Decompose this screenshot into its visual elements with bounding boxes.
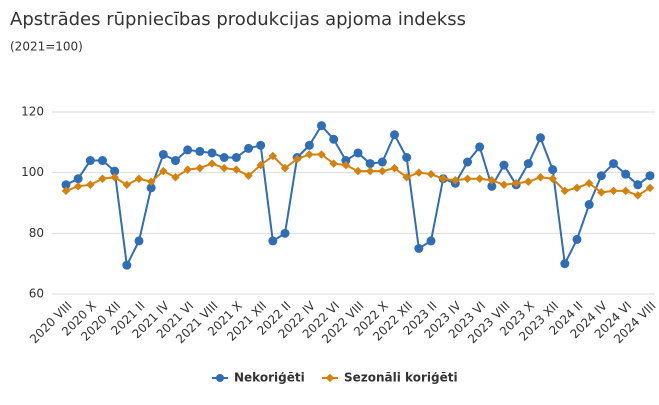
data-point [195,163,205,173]
data-point [572,183,582,193]
data-point [305,150,314,159]
data-point [378,166,387,176]
data-point [317,121,326,131]
data-point [146,183,156,193]
legend-marker [216,374,224,382]
data-point [231,153,241,162]
data-point [183,165,192,174]
data-point [268,236,278,246]
data-point [377,157,387,167]
data-point [353,148,363,158]
data-point [134,236,144,246]
data-point [122,260,132,270]
data-point [621,186,630,196]
data-point [499,180,509,190]
data-point [159,166,168,176]
data-point [365,159,375,169]
legend-marker [325,373,335,383]
data-point [475,174,484,183]
data-point [280,163,290,173]
data-point [146,177,156,187]
data-point [98,156,107,166]
data-point [292,154,302,164]
data-point [244,143,253,153]
data-point [523,159,533,169]
data-point [98,174,107,183]
data-point [341,160,351,170]
data-point [365,166,375,176]
data-point [572,234,582,244]
data-point [219,163,229,173]
chart-title: Apstrādes rūpniecības produkcijas apjoma… [10,9,466,30]
data-point [256,140,266,150]
data-point [73,182,83,191]
data-point [402,153,412,162]
data-point [536,172,545,182]
data-point [487,176,497,185]
chart-subtitle: (2021=100) [10,40,83,54]
data-point [560,259,570,269]
data-point [329,134,339,144]
data-point [414,244,424,253]
y-tick-label: 80 [29,226,44,240]
data-point [536,133,545,143]
data-point [280,228,290,238]
data-point [584,200,594,210]
legend-label: Sezonāli koriģēti [344,371,458,385]
data-point [110,166,120,176]
data-point [244,171,253,180]
data-point [183,145,193,155]
data-point [341,156,351,166]
y-tick-label: 120 [21,105,44,119]
data-point [207,148,217,158]
data-point [317,150,326,159]
data-point [122,180,132,190]
data-point [414,168,424,177]
data-point [61,186,71,196]
data-point [219,153,229,162]
data-point [633,180,643,190]
y-tick-label: 60 [29,287,44,301]
data-point [329,159,338,168]
data-point [548,165,558,175]
data-point [232,165,241,174]
data-point [85,156,95,166]
data-point [110,172,119,182]
data-point [645,171,655,181]
data-point [609,159,618,169]
data-point [499,160,509,170]
data-point [207,159,217,168]
data-point [426,169,436,179]
data-point [353,166,363,176]
data-point [256,160,265,170]
series-line [65,123,651,269]
data-point [390,130,399,140]
data-point [596,171,606,181]
data-point [463,174,472,183]
data-point [171,156,180,166]
data-point [134,174,144,183]
data-point [158,149,168,159]
data-point [73,174,83,184]
data-point [61,180,71,190]
data-point [621,169,631,179]
data-point [402,172,411,182]
data-point [390,163,399,173]
data-point [195,146,205,156]
data-point [487,181,497,191]
data-point [171,172,180,182]
data-point [463,157,472,167]
data-point [451,176,460,185]
data-point [86,180,95,190]
data-point [438,174,448,183]
legend-label: Nekoriģēti [234,371,305,385]
data-point [426,236,436,246]
data-point [609,186,618,196]
data-point [524,177,533,187]
y-tick-label: 100 [21,165,44,179]
data-point [475,142,485,152]
data-point [268,151,278,161]
data-point [304,140,314,150]
